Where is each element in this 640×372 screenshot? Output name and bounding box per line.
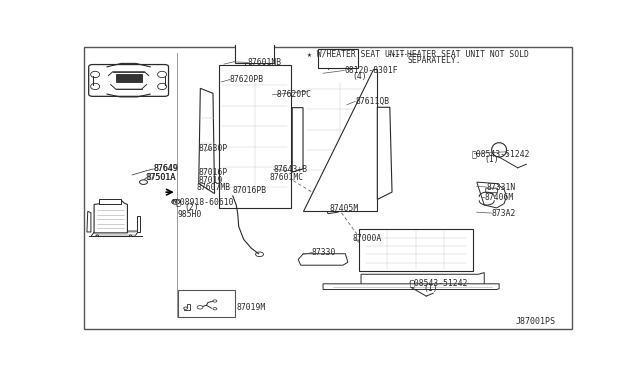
Circle shape	[172, 200, 180, 204]
Text: HEATER SEAT UNIT NOT SOLD: HEATER SEAT UNIT NOT SOLD	[408, 50, 529, 59]
Text: 87611QB: 87611QB	[355, 97, 389, 106]
Circle shape	[205, 167, 209, 170]
Text: 87649: 87649	[154, 164, 179, 173]
Text: 87330: 87330	[312, 248, 336, 257]
Text: SEPARATELY.: SEPARATELY.	[408, 55, 461, 65]
Polygon shape	[99, 199, 121, 205]
Polygon shape	[230, 185, 243, 191]
Text: (1): (1)	[484, 155, 499, 164]
Polygon shape	[298, 254, 348, 265]
Text: 87016PB: 87016PB	[233, 186, 267, 195]
Polygon shape	[292, 108, 303, 172]
Circle shape	[483, 284, 491, 289]
Circle shape	[367, 267, 373, 270]
Text: 87630P: 87630P	[198, 144, 227, 153]
Text: 87019: 87019	[198, 176, 223, 185]
Text: 87331N: 87331N	[486, 183, 516, 192]
Text: 87405M: 87405M	[330, 204, 359, 213]
Text: 87649: 87649	[154, 164, 178, 173]
Text: 87019M: 87019M	[236, 303, 266, 312]
FancyBboxPatch shape	[486, 188, 498, 193]
Bar	[116, 74, 141, 82]
Circle shape	[337, 145, 343, 149]
Circle shape	[197, 305, 203, 309]
Text: 87620PB: 87620PB	[230, 75, 264, 84]
Polygon shape	[378, 107, 392, 199]
Text: 87601NB: 87601NB	[248, 58, 282, 67]
Circle shape	[403, 284, 412, 289]
Polygon shape	[199, 88, 214, 193]
Text: 873A2: 873A2	[492, 209, 516, 218]
Circle shape	[184, 307, 188, 309]
Circle shape	[96, 235, 99, 236]
Polygon shape	[318, 49, 358, 68]
Polygon shape	[137, 216, 140, 232]
Circle shape	[332, 284, 339, 289]
Text: 87601MC: 87601MC	[269, 173, 303, 182]
Text: 87643+B: 87643+B	[273, 165, 308, 174]
Text: 87620PC: 87620PC	[273, 90, 312, 99]
Text: 87501A: 87501A	[147, 173, 176, 182]
Text: Ⓝ08543-51242: Ⓝ08543-51242	[410, 279, 468, 288]
Text: J87001PS: J87001PS	[515, 317, 556, 326]
Polygon shape	[235, 43, 275, 63]
Circle shape	[213, 308, 217, 310]
Text: 985H0: 985H0	[177, 210, 202, 219]
Text: (1): (1)	[423, 284, 438, 293]
Bar	[230, 173, 237, 176]
Circle shape	[367, 280, 373, 283]
Circle shape	[140, 180, 147, 185]
Text: 87016P: 87016P	[198, 168, 227, 177]
FancyBboxPatch shape	[89, 65, 168, 96]
Circle shape	[129, 235, 132, 236]
Polygon shape	[323, 284, 499, 289]
Text: Ⓝ08543-51242: Ⓝ08543-51242	[472, 149, 531, 158]
Polygon shape	[477, 182, 507, 208]
Text: (2): (2)	[184, 203, 199, 212]
Text: 87406M: 87406M	[484, 193, 513, 202]
Text: 08120-8301F: 08120-8301F	[344, 66, 398, 75]
Bar	[178, 289, 235, 317]
Text: N: N	[172, 199, 177, 204]
Circle shape	[459, 280, 464, 283]
Polygon shape	[219, 65, 291, 208]
Polygon shape	[184, 304, 190, 310]
Polygon shape	[327, 201, 346, 214]
Circle shape	[213, 300, 217, 302]
Text: ⓝ08918-60610: ⓝ08918-60610	[176, 198, 234, 206]
Text: ★ W/HEATER SEAT UNIT ——: ★ W/HEATER SEAT UNIT ——	[307, 50, 419, 59]
Bar	[230, 179, 237, 182]
Polygon shape	[94, 201, 127, 233]
Polygon shape	[359, 230, 473, 271]
Polygon shape	[91, 231, 138, 237]
Polygon shape	[87, 211, 91, 232]
Circle shape	[205, 117, 209, 119]
Polygon shape	[303, 69, 376, 211]
Circle shape	[255, 252, 264, 257]
Circle shape	[459, 267, 464, 270]
Polygon shape	[361, 273, 484, 288]
Text: 87000A: 87000A	[353, 234, 382, 243]
Text: (4): (4)	[353, 72, 367, 81]
Text: 87607MB: 87607MB	[196, 183, 230, 192]
Text: 87501A: 87501A	[146, 173, 177, 182]
